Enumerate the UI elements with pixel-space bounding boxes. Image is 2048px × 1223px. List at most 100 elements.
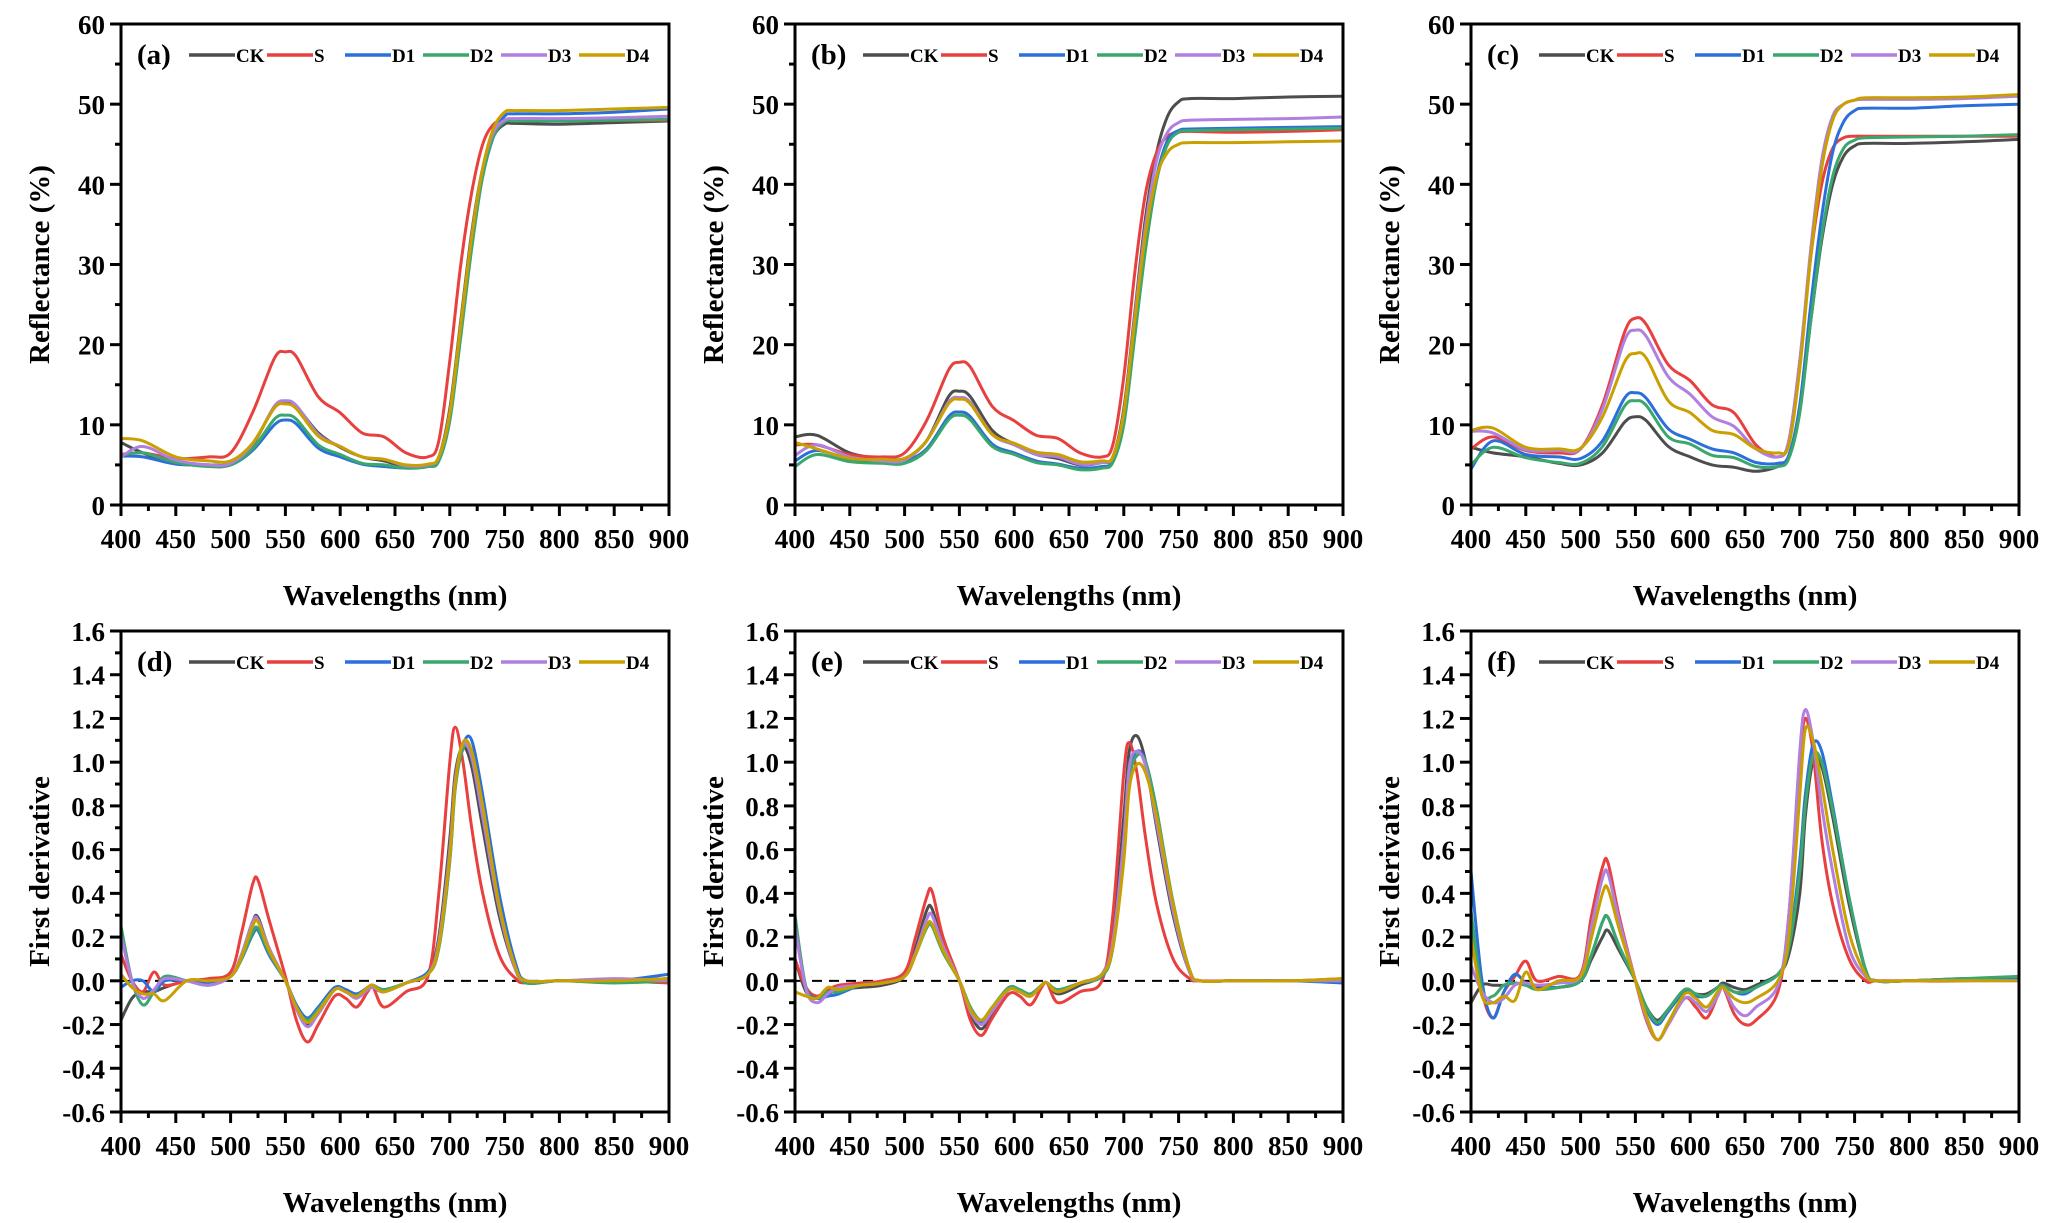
series-line-d4 xyxy=(121,738,669,1024)
legend-label-ck: CK xyxy=(236,653,265,674)
legend: CK S D1 D2 D3 D4 xyxy=(189,46,650,67)
legend-label-d1: D1 xyxy=(1742,653,1765,674)
y-tick-label: 10 xyxy=(752,411,779,441)
legend-label-ck: CK xyxy=(1586,46,1615,67)
legend-label-d1: D1 xyxy=(1066,653,1089,674)
y-tick-label: 0.4 xyxy=(745,879,779,909)
y-tick-label: -0.4 xyxy=(1412,1054,1455,1084)
series-line-d1 xyxy=(1471,102,2019,470)
y-tick-label: 40 xyxy=(78,170,105,200)
y-tick-label: 30 xyxy=(752,251,779,281)
y-axis-title: First derivative xyxy=(698,776,730,967)
plot-frame xyxy=(119,629,671,1114)
legend-label-ck: CK xyxy=(236,46,265,67)
y-tick-label: 1.6 xyxy=(71,617,105,647)
legend-label-d2: D2 xyxy=(1144,46,1167,67)
y-tick-label: 20 xyxy=(1428,331,1455,361)
x-tick-label: 500 xyxy=(1560,1131,1601,1161)
y-axis-title: First derivative xyxy=(24,776,56,967)
legend-label-ck: CK xyxy=(1586,653,1615,674)
series-line-s xyxy=(1471,716,2019,1042)
x-tick-label: 600 xyxy=(320,524,361,554)
legend-label-d3: D3 xyxy=(1898,46,1921,67)
series-line-ck xyxy=(795,94,1343,467)
x-axis-title: Wavelengths (nm) xyxy=(1633,1187,1858,1219)
legend-label-ck: CK xyxy=(910,46,939,67)
x-tick-label: 850 xyxy=(1268,1131,1309,1161)
y-tick-label: -0.6 xyxy=(1412,1098,1455,1128)
y-tick-label: 0.0 xyxy=(745,967,779,997)
legend-label-d2: D2 xyxy=(1820,46,1843,67)
y-tick-label: 60 xyxy=(752,10,779,40)
x-tick-label: 700 xyxy=(1780,1131,1821,1161)
series-line-d4 xyxy=(795,761,1343,1022)
y-tick-label: 40 xyxy=(1428,170,1455,200)
series-line-d4 xyxy=(795,139,1343,464)
legend-label-d4: D4 xyxy=(1976,46,2000,67)
legend-label-d2: D2 xyxy=(470,653,493,674)
x-axis-title: Wavelengths (nm) xyxy=(283,1187,508,1219)
x-tick-label: 800 xyxy=(539,524,580,554)
x-tick-label: 650 xyxy=(375,1131,416,1161)
legend-label-s: S xyxy=(314,653,325,674)
y-tick-label: 0 xyxy=(92,491,106,521)
legend-label-d4: D4 xyxy=(626,653,650,674)
y-tick-label: 1.0 xyxy=(1421,748,1455,778)
legend-label-d3: D3 xyxy=(1222,653,1245,674)
legend-label-s: S xyxy=(988,46,999,67)
y-tick-label: 0 xyxy=(766,491,780,521)
panel-c: 400 450 500 550 600 650 700 750 800 850 900 0 10 20 30… xyxy=(1374,10,2039,612)
y-axis-title: Reflectance (%) xyxy=(24,165,56,364)
x-tick-label: 450 xyxy=(1506,1131,1547,1161)
series-line-ck xyxy=(121,119,669,469)
series-line-d4 xyxy=(1471,93,2019,456)
y-tick-label: 0.0 xyxy=(71,967,105,997)
x-tick-label: 800 xyxy=(539,1131,580,1161)
x-tick-label: 750 xyxy=(484,524,525,554)
panel-label: (b) xyxy=(811,39,846,71)
x-tick-label: 550 xyxy=(1615,1131,1656,1161)
series-line-s xyxy=(795,128,1343,459)
legend-label-s: S xyxy=(1664,46,1675,67)
x-tick-label: 850 xyxy=(1268,524,1309,554)
y-tick-label: 0.8 xyxy=(1421,792,1455,822)
x-tick-label: 500 xyxy=(884,1131,925,1161)
legend-label-s: S xyxy=(314,46,325,67)
x-tick-label: 550 xyxy=(939,524,980,554)
x-tick-label: 500 xyxy=(1560,524,1601,554)
series-line-d3 xyxy=(121,741,669,1029)
y-tick-label: -0.6 xyxy=(736,1098,779,1128)
y-tick-label: 0 xyxy=(1442,491,1456,521)
y-tick-label: 10 xyxy=(78,411,105,441)
x-tick-label: 500 xyxy=(210,1131,251,1161)
x-tick-label: 400 xyxy=(101,1131,142,1161)
x-tick-label: 700 xyxy=(1780,524,1821,554)
x-tick-label: 800 xyxy=(1213,524,1254,554)
x-tick-label: 600 xyxy=(320,1131,361,1161)
panel-label: (a) xyxy=(137,39,171,71)
x-tick-label: 650 xyxy=(1725,524,1766,554)
x-tick-label: 700 xyxy=(430,1131,471,1161)
x-tick-label: 900 xyxy=(1323,524,1364,554)
y-axis-title: Reflectance (%) xyxy=(1374,165,1406,364)
x-tick-label: 750 xyxy=(484,1131,525,1161)
plot-frame xyxy=(793,22,1345,507)
series-line-s xyxy=(795,741,1343,1037)
y-tick-label: 0.8 xyxy=(71,792,105,822)
x-axis-title: Wavelengths (nm) xyxy=(283,580,508,612)
y-tick-label: 1.2 xyxy=(71,704,105,734)
x-tick-label: 550 xyxy=(265,1131,306,1161)
y-tick-label: 50 xyxy=(1428,90,1455,120)
x-tick-label: 750 xyxy=(1158,1131,1199,1161)
legend-label-d1: D1 xyxy=(1066,46,1089,67)
y-tick-label: 1.0 xyxy=(71,748,105,778)
x-axis-title: Wavelengths (nm) xyxy=(957,1187,1182,1219)
panel-d: 400 450 500 550 600 650 700 750 800 850 900 -0.6 -0.… xyxy=(24,617,689,1219)
x-tick-label: 900 xyxy=(649,1131,690,1161)
legend-label-s: S xyxy=(988,653,999,674)
series-line-d4 xyxy=(1471,724,2019,1042)
x-tick-label: 450 xyxy=(156,524,197,554)
y-tick-label: 1.6 xyxy=(1421,617,1455,647)
plot-frame xyxy=(119,22,671,507)
y-tick-label: 20 xyxy=(78,331,105,361)
